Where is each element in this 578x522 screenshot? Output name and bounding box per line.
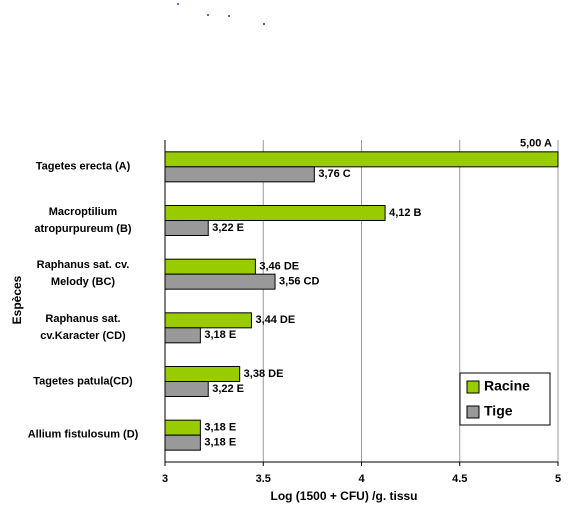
bar (164, 220, 209, 236)
value-label: 3,18 E (204, 437, 236, 449)
bar (164, 312, 252, 329)
value-label: 3,56 CD (279, 276, 319, 288)
legend-label: Tige (484, 403, 513, 419)
decor-dot (263, 23, 265, 25)
decor-dot (207, 14, 209, 16)
value-label: 3,76 C (318, 168, 350, 180)
bar (164, 151, 559, 168)
value-label: 3,22 E (212, 222, 244, 234)
y-tick-label: Allium fistulosum (D) (27, 428, 139, 441)
bar (164, 327, 201, 344)
x-tick-label: 4 (358, 473, 365, 485)
decor-dot (228, 15, 230, 17)
value-label: 3,46 DE (259, 261, 299, 273)
bar (164, 381, 209, 397)
decor-dot (177, 3, 179, 5)
legend-label: Racine (484, 378, 530, 394)
bar (164, 273, 276, 290)
y-tick-label: Raphanus sat. cv. Melody (BC) (36, 259, 130, 289)
x-tick-label: 3 (162, 473, 168, 485)
bar (164, 419, 201, 436)
bar (164, 258, 256, 275)
legend-swatch (466, 380, 480, 394)
value-label: 3,18 E (204, 329, 236, 341)
value-label: 4,12 B (389, 207, 421, 219)
value-label: 3,38 DE (244, 368, 284, 380)
bar (164, 205, 386, 221)
x-tick-label: 3.5 (256, 473, 271, 485)
legend-swatch (466, 405, 480, 419)
bar (164, 166, 315, 183)
y-axis-label: Espèces (10, 275, 24, 324)
value-label: 3,44 DE (255, 314, 295, 326)
y-tick-label: Raphanus sat. cv.Karacter (CD) (40, 312, 126, 342)
x-axis-label: Log (1500 + CFU) /g. tissu (270, 489, 417, 503)
value-label: 3,22 E (212, 383, 244, 395)
value-label: 5,00 A (520, 138, 552, 150)
y-tick-label: Tagetes erecta (A) (35, 160, 131, 173)
y-tick-label: Tagetes patula(CD) (33, 375, 133, 387)
value-label: 3,18 E (204, 422, 236, 434)
y-tick-label: Macroptilium atropurpureum (B) (34, 205, 132, 235)
x-tick-label: 5 (555, 473, 561, 485)
x-tick-label: 4.5 (452, 473, 467, 485)
bar (164, 434, 201, 451)
bar (164, 366, 241, 382)
